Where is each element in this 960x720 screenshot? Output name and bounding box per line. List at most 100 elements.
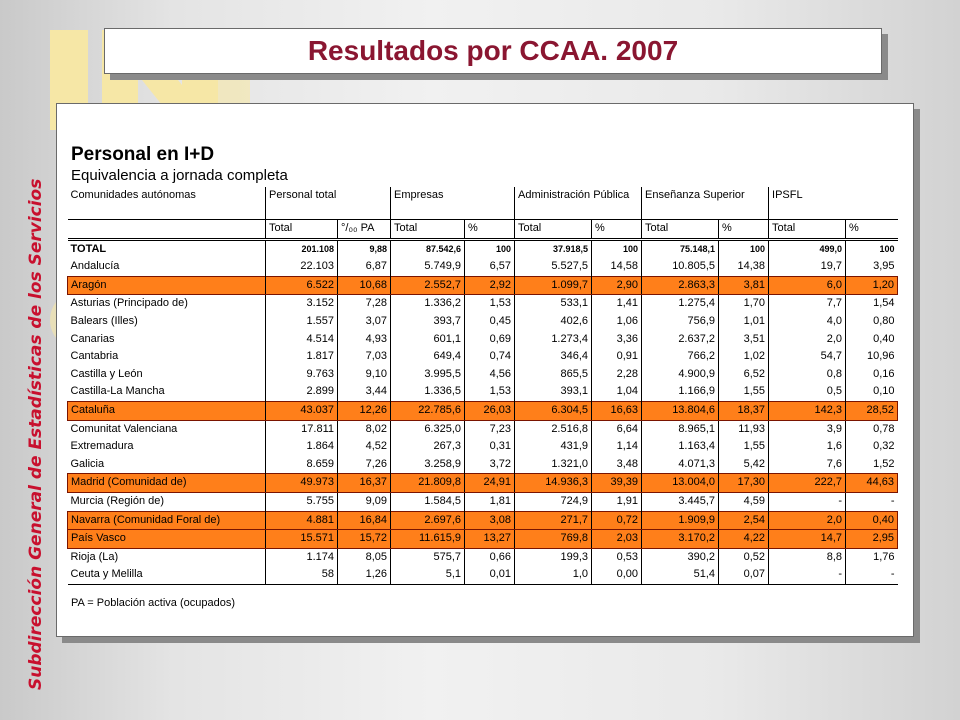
- header-administracion: Administración Pública: [514, 187, 642, 220]
- value-cell: 2.863,3: [641, 275, 719, 296]
- value-cell: 0,5: [768, 383, 846, 402]
- value-cell: 2,90: [591, 275, 642, 296]
- value-cell: 13.004,0: [641, 473, 719, 493]
- value-cell: 5.749,9: [390, 258, 465, 277]
- value-cell: 2,95: [845, 529, 899, 549]
- value-cell: 8.965,1: [641, 420, 719, 439]
- value-cell: 393,7: [390, 312, 465, 331]
- value-cell: 5.527,5: [514, 258, 592, 277]
- value-cell: 3,48: [591, 455, 642, 474]
- value-cell: 1,01: [718, 312, 769, 331]
- value-cell: 4.071,3: [641, 455, 719, 474]
- value-cell: 14,38: [718, 258, 769, 277]
- value-cell: 16,84: [336, 510, 391, 531]
- region-cell: Cantabria: [70, 350, 119, 363]
- total-row: TOTAL 201.108 9,88 87.542,6 100 37.918,5 100 75…: [67, 237, 898, 259]
- value-cell: 0,69: [464, 330, 515, 349]
- value-cell: 1,55: [718, 383, 769, 402]
- value-cell: 10,68: [336, 275, 391, 296]
- value-cell: 87.542,6: [390, 237, 465, 259]
- value-cell: 7,26: [336, 455, 391, 474]
- value-cell: 51,4: [641, 566, 719, 585]
- value-cell: 756,9: [641, 312, 719, 331]
- value-cell: 3,72: [464, 455, 515, 474]
- region-cell: Balears (Illes): [70, 314, 138, 327]
- value-cell: 44,63: [845, 473, 899, 493]
- value-cell: 0,72: [591, 510, 642, 531]
- value-cell: 16,37: [336, 473, 391, 493]
- value-cell: 0,40: [845, 510, 899, 531]
- region-cell: Ceuta y Melilla: [67, 566, 266, 585]
- value-cell: 1,53: [464, 383, 515, 402]
- value-cell: 58: [265, 566, 338, 585]
- table-row: Andalucía 22.103 6,87 5.749,9 6,57 5.527,5 14,…: [68, 258, 898, 277]
- value-cell: 3,9: [768, 420, 846, 439]
- table-row: Canarias 4.514 4,93 601,1 0,69 1.273,4 3,36 2.6…: [68, 330, 898, 349]
- value-cell: 1.099,7: [514, 275, 592, 296]
- header-administracion-label: Administración Pública: [518, 189, 630, 201]
- header-ipsfl: IPSFL: [768, 187, 898, 220]
- footnote: PA = Población activa (ocupados): [71, 597, 235, 609]
- table-row: Balears (Illes) 1.557 3,07 393,7 0,45 402,6 1,…: [68, 312, 898, 331]
- region-cell: Andalucía: [70, 260, 120, 273]
- value-cell: 4,93: [336, 330, 391, 349]
- value-cell: 4.514: [265, 330, 338, 349]
- value-cell: 3.445,7: [641, 492, 719, 511]
- value-cell: 17.811: [265, 420, 338, 439]
- page-title: Resultados por CCAA. 2007: [307, 35, 679, 66]
- value-cell: 26,03: [464, 400, 515, 421]
- value-cell: 15.571: [265, 529, 338, 549]
- value-cell: 2,0: [768, 330, 846, 349]
- region-cell: Rioja (La): [70, 550, 119, 563]
- sub-header-cell: %: [464, 219, 515, 240]
- value-cell: 1.163,4: [641, 438, 719, 456]
- table-row: Castilla-La Mancha 2.899 3,44 1.336,5 1,53 39…: [68, 383, 898, 402]
- value-cell: 1.273,4: [514, 330, 592, 349]
- value-cell: 4,22: [718, 529, 769, 549]
- table-row: Cataluña 43.037 12,26 22.785,6 26,03 6.304,5 1…: [67, 400, 899, 421]
- value-cell: 10.805,5: [641, 258, 719, 277]
- value-cell: 100: [464, 237, 515, 259]
- value-cell: 142,3: [768, 400, 846, 421]
- value-cell: 7,23: [464, 420, 515, 439]
- value-cell: 201.108: [265, 237, 338, 259]
- value-cell: -: [845, 492, 898, 511]
- value-cell: 769,8: [514, 529, 592, 549]
- region-cell: Castilla-La Mancha: [70, 385, 165, 398]
- value-cell: 7,6: [768, 455, 846, 474]
- sub-header-cell: Total: [390, 219, 465, 240]
- value-cell: 1.336,5: [390, 383, 465, 402]
- table-heading: Personal en I+D: [71, 144, 215, 165]
- value-cell: 14,7: [768, 529, 846, 549]
- value-cell: 100: [845, 237, 898, 259]
- region-cell: Galicia: [70, 457, 105, 470]
- table-subheading: Equivalencia a jornada completa: [71, 167, 288, 184]
- value-cell: 14.936,3: [514, 473, 592, 493]
- table-row: Murcia (Región de) 5.755 9,09 1.584,5 1,81 72…: [68, 492, 898, 511]
- value-cell: 43.037: [265, 400, 338, 421]
- value-cell: 16,63: [591, 400, 642, 421]
- value-cell: 2,03: [591, 529, 642, 549]
- value-cell: 10,96: [845, 348, 898, 366]
- value-cell: 2,0: [768, 510, 846, 531]
- value-cell: 1.864: [265, 438, 338, 456]
- value-cell: 199,3: [514, 548, 592, 567]
- table-row: Aragón 6.522 10,68 2.552,7 2,92 1.099,7 2,90 2.…: [67, 275, 899, 296]
- value-cell: 6,87: [336, 258, 391, 277]
- value-cell: 1.166,9: [641, 383, 719, 402]
- value-cell: 15,72: [336, 529, 391, 549]
- value-cell: 1,14: [591, 438, 642, 456]
- value-cell: 533,1: [514, 294, 592, 313]
- value-cell: 14,58: [591, 258, 642, 277]
- value-cell: 9,10: [336, 365, 391, 384]
- value-cell: 7,28: [336, 294, 391, 313]
- rd-personnel-table: Comunidades autónomas Personal total Emp…: [67, 187, 899, 585]
- value-cell: 1.174: [265, 548, 338, 567]
- region-cell: Castilla y León: [70, 367, 143, 380]
- value-cell: 3.170,2: [641, 529, 719, 549]
- value-cell: 13.804,6: [641, 400, 719, 421]
- value-cell: 6.325,0: [390, 420, 465, 439]
- value-cell: 3,44: [336, 383, 391, 402]
- region-cell: Comunitat Valenciana: [70, 422, 178, 435]
- region-cell: Canarias: [70, 332, 115, 345]
